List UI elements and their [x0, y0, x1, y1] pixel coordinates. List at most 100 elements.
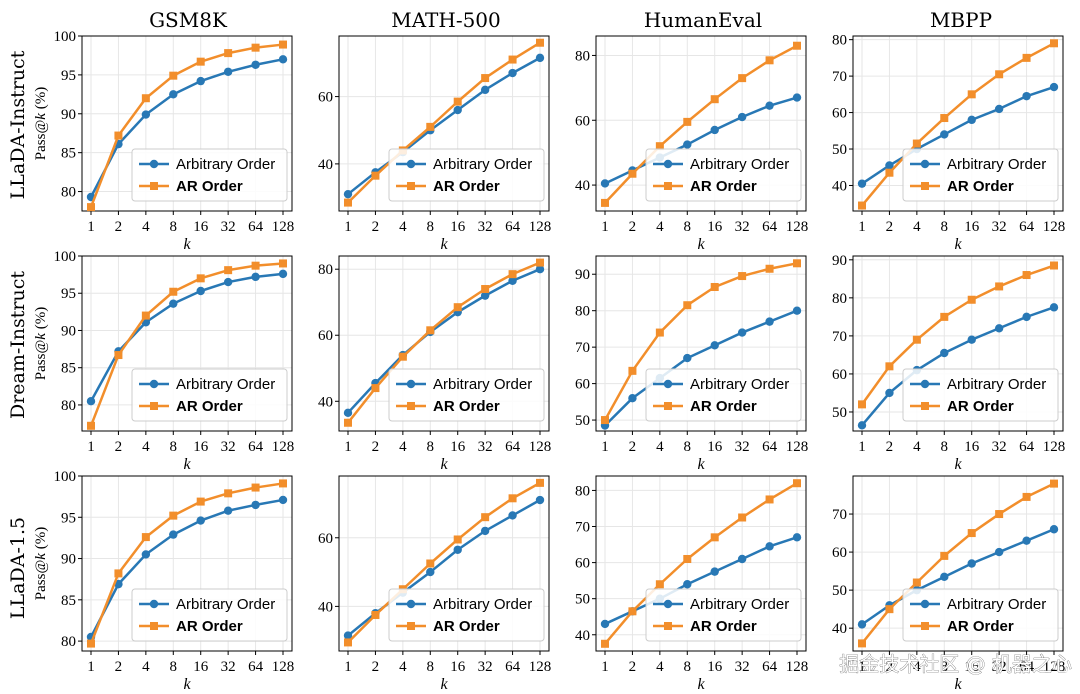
x-tick-label: 1: [601, 439, 609, 455]
legend-label: AR Order: [176, 178, 243, 195]
y-tick-label: 60: [575, 377, 590, 393]
axes-frame: [595, 35, 807, 212]
legend-marker-square: [407, 182, 415, 190]
series-line-ar-order: [89, 482, 284, 645]
legend-marker-square: [150, 182, 158, 190]
data-point-arbitrary-order: [141, 110, 151, 119]
panel-dream-instruct-math-500: 1 2 4 8 16 32 64 128 40 60 80 k Arbitrary Order AR Or…: [318, 255, 551, 473]
data-point-arbitrary-order: [508, 276, 517, 285]
data-point-ar-order: [251, 43, 260, 52]
data-point-ar-order: [765, 264, 774, 273]
x-tick-label: 1: [601, 659, 609, 675]
data-point-ar-order: [536, 38, 544, 47]
y-axis-label: Pass@k (%): [33, 527, 49, 600]
y-tick-label: 40: [832, 178, 847, 194]
x-tick-label: 16: [450, 219, 466, 235]
series-line-ar-order: [861, 42, 1055, 207]
y-tick-label: 95: [61, 510, 76, 526]
y-tick-label: 50: [832, 583, 847, 599]
x-tick-label: 64: [505, 439, 521, 455]
legend: Arbitrary Order AR Order: [645, 368, 802, 422]
panel-dream-instruct-gsm8k: 1 2 4 8 16 32 64 128 80 85 90 95 100 k Pass@k (%) Arbit…: [33, 249, 294, 473]
legend-marker-circle: [663, 159, 673, 169]
data-point-ar-order: [967, 90, 976, 99]
legend-marker-circle: [663, 599, 673, 609]
series-line-ar-order: [603, 262, 798, 421]
x-tick-label: 8: [170, 219, 178, 235]
data-point-ar-order: [885, 605, 894, 614]
x-tick-label: 4: [656, 219, 664, 235]
y-tick-label: 60: [575, 556, 590, 572]
data-point-ar-order: [858, 400, 866, 409]
data-point-ar-order: [114, 351, 123, 360]
series-line-ar-order: [860, 264, 1055, 406]
legend-label: AR Order: [176, 618, 243, 635]
data-point-arbitrary-order: [169, 530, 178, 539]
x-tick-label: 1: [858, 439, 866, 455]
series-line-arbitrary-order: [861, 85, 1055, 185]
x-tick-label: 64: [248, 439, 264, 455]
x-tick-label: 128: [1043, 659, 1066, 675]
data-point-arbitrary-order: [480, 526, 490, 536]
data-point-arbitrary-order: [251, 500, 260, 510]
data-point-ar-order: [940, 551, 949, 560]
data-point-ar-order: [196, 57, 205, 66]
x-tick-label: 8: [427, 439, 435, 455]
legend-marker-square: [664, 622, 672, 630]
series-line-arbitrary-order: [89, 58, 284, 198]
data-point-arbitrary-order: [628, 393, 637, 403]
data-point-ar-order: [940, 114, 949, 123]
data-point-arbitrary-order: [278, 269, 288, 279]
y-tick-label: 100: [54, 249, 77, 265]
data-point-ar-order: [87, 203, 95, 212]
y-tick-label: 60: [832, 367, 847, 383]
y-tick-label: 80: [575, 304, 590, 320]
col-title-gsm8k: GSM8K: [149, 8, 228, 32]
data-point-arbitrary-order: [453, 545, 462, 554]
data-point-ar-order: [793, 259, 801, 268]
legend-box: [388, 588, 545, 642]
legend-box: [645, 148, 802, 202]
legend-label: AR Order: [433, 178, 500, 195]
data-point-arbitrary-order: [710, 567, 719, 576]
data-point-ar-order: [508, 55, 517, 64]
y-axis-label: Pass@k (%): [33, 87, 49, 160]
data-point-arbitrary-order: [765, 101, 774, 110]
series-line-ar-order: [604, 44, 798, 204]
legend-marker-square: [150, 402, 158, 410]
legend-box: [902, 148, 1059, 202]
x-tick-label: 4: [913, 439, 921, 455]
data-point-ar-order: [628, 169, 637, 178]
x-tick-label: 32: [221, 219, 236, 235]
data-point-ar-order: [344, 418, 352, 427]
y-tick-label: 40: [575, 178, 590, 194]
data-point-ar-order: [995, 70, 1004, 79]
legend-marker-square: [407, 402, 415, 410]
x-tick-label: 1: [87, 439, 95, 455]
panel-llada-1-5-gsm8k: 1 2 4 8 16 32 64 128 80 85 90 95 100 k Pass@k (%) Arbit…: [33, 469, 294, 693]
data-point-arbitrary-order: [765, 542, 774, 551]
data-point-ar-order: [453, 97, 462, 106]
data-point-arbitrary-order: [1022, 536, 1031, 545]
x-tick-label: 8: [941, 439, 949, 455]
x-tick-label: 8: [170, 439, 178, 455]
data-point-ar-order: [1050, 39, 1058, 48]
data-point-arbitrary-order: [737, 554, 747, 564]
x-tick-label: 16: [964, 219, 980, 235]
y-tick-label: 60: [318, 531, 333, 547]
data-point-arbitrary-order: [343, 189, 353, 199]
data-point-arbitrary-order: [480, 291, 490, 300]
data-point-arbitrary-order: [600, 619, 610, 629]
data-point-ar-order: [87, 639, 95, 648]
legend-label: AR Order: [433, 618, 500, 635]
x-tick-label: 32: [735, 659, 750, 675]
x-tick-label: 32: [992, 219, 1007, 235]
data-point-ar-order: [940, 312, 949, 321]
x-tick-label: 8: [427, 219, 435, 235]
data-point-ar-order: [508, 270, 517, 279]
series-line-ar-order: [347, 481, 541, 644]
x-tick-label: 128: [272, 219, 295, 235]
data-point-arbitrary-order: [508, 68, 517, 78]
legend-marker-square: [921, 622, 929, 630]
